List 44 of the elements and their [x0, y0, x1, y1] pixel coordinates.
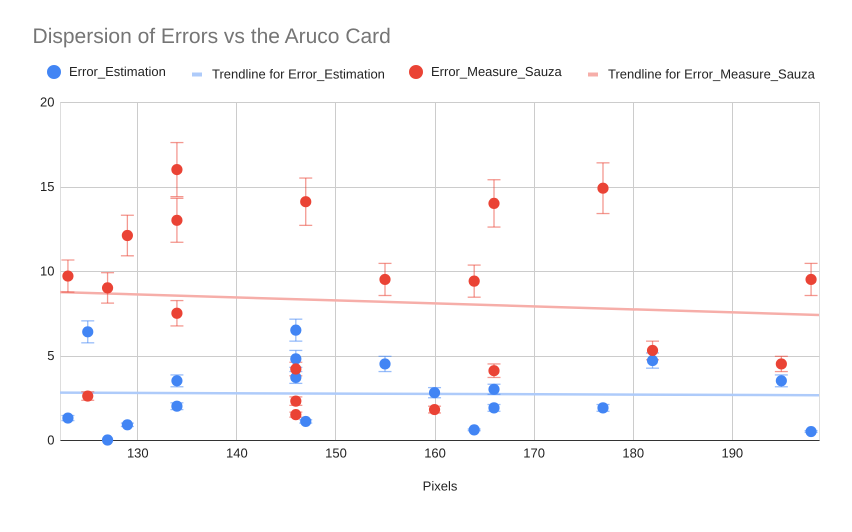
- y-tick-label: 15: [40, 179, 54, 194]
- point: [62, 412, 74, 424]
- point: [646, 344, 658, 356]
- x-tick-label: 150: [325, 446, 347, 460]
- y-tick-label: 5: [47, 348, 54, 363]
- y-tick-label: 20: [40, 94, 54, 110]
- x-tick-label: 170: [523, 446, 545, 460]
- x-tick-label: 190: [721, 446, 744, 460]
- point: [102, 434, 114, 446]
- point: [122, 419, 133, 430]
- point: [488, 198, 500, 209]
- x-tick-label: 160: [424, 446, 446, 460]
- legend-label: Trendline for Error_Measure_Sauza: [608, 66, 816, 82]
- point: [102, 282, 114, 294]
- x-tick-label: 140: [226, 446, 248, 460]
- x-tick-label: 130: [126, 446, 149, 460]
- point: [776, 358, 787, 370]
- point: [122, 230, 133, 242]
- y-tick-label: 0: [47, 432, 54, 448]
- point: [646, 354, 658, 366]
- legend-label: Trendline for Error_Estimation: [212, 66, 385, 82]
- point: [379, 274, 391, 286]
- point: [300, 416, 312, 427]
- point: [468, 276, 480, 287]
- point: [300, 196, 312, 208]
- chart-title: Dispersion of Errors vs the Aruco Card: [32, 25, 391, 48]
- point: [290, 409, 302, 420]
- point: [171, 164, 183, 176]
- point: [171, 214, 183, 226]
- point: [82, 326, 94, 338]
- point: [468, 424, 480, 436]
- point: [805, 426, 817, 438]
- point: [379, 358, 391, 370]
- y-tick-label: 10: [40, 264, 54, 278]
- point: [805, 274, 817, 286]
- point: [290, 353, 302, 364]
- x-tick-label: 180: [622, 446, 644, 460]
- legend-label: Error_Estimation: [69, 64, 166, 79]
- point: [62, 270, 74, 282]
- point: [290, 324, 302, 336]
- point: [171, 308, 183, 319]
- point: [597, 182, 609, 194]
- x-axis-title: Pixels: [422, 478, 458, 494]
- legend-label: Error_Measure_Sauza: [431, 64, 563, 79]
